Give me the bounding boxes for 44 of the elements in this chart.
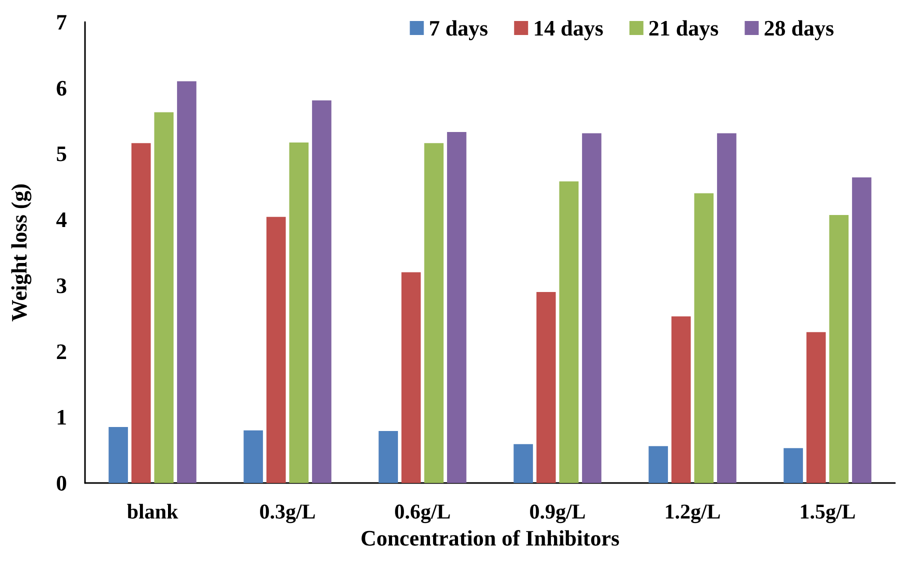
bar [536, 292, 556, 483]
bar [108, 427, 128, 483]
bar [671, 316, 691, 483]
y-tick-label: 0 [56, 470, 67, 496]
bar [717, 133, 736, 483]
x-tick-label: 0.3g/L [259, 500, 316, 524]
bar [514, 444, 533, 483]
bar [829, 214, 849, 483]
y-tick-label: 1 [56, 404, 67, 430]
y-tick-label: 6 [56, 75, 67, 100]
x-tick-label: 0.9g/L [529, 500, 586, 524]
bar [424, 143, 444, 483]
bar [266, 216, 286, 483]
bar [177, 81, 196, 483]
legend-label: 7 days [428, 16, 489, 40]
y-tick-label: 4 [56, 207, 67, 232]
bar [784, 448, 803, 483]
y-tick-label: 2 [56, 338, 67, 364]
bar [447, 132, 466, 483]
x-axis-title: Concentration of Inhibitors [360, 525, 620, 550]
bar [401, 272, 421, 483]
bar [852, 177, 872, 483]
x-tick-label: 0.6g/L [394, 500, 451, 524]
bar [806, 332, 826, 483]
x-tick-label: 1.5g/L [799, 500, 856, 524]
x-tick-label: blank [126, 500, 179, 524]
legend-label: 21 days [648, 16, 720, 40]
legend-label: 14 days [533, 16, 604, 40]
bar [312, 100, 332, 483]
bar [244, 430, 263, 483]
bar [648, 446, 668, 483]
y-tick-label: 5 [56, 141, 67, 166]
y-axis-title: Weight loss (g) [6, 183, 32, 322]
bar [289, 142, 309, 483]
bar [131, 143, 151, 483]
bar [154, 112, 174, 483]
legend-label: 28 days [764, 16, 834, 40]
y-tick-label: 7 [56, 10, 67, 34]
x-tick-label: 1.2g/L [664, 500, 721, 524]
bar [582, 133, 602, 483]
y-tick-label: 3 [56, 272, 67, 298]
bar [559, 181, 579, 483]
bar [694, 193, 714, 483]
bar [378, 430, 398, 483]
